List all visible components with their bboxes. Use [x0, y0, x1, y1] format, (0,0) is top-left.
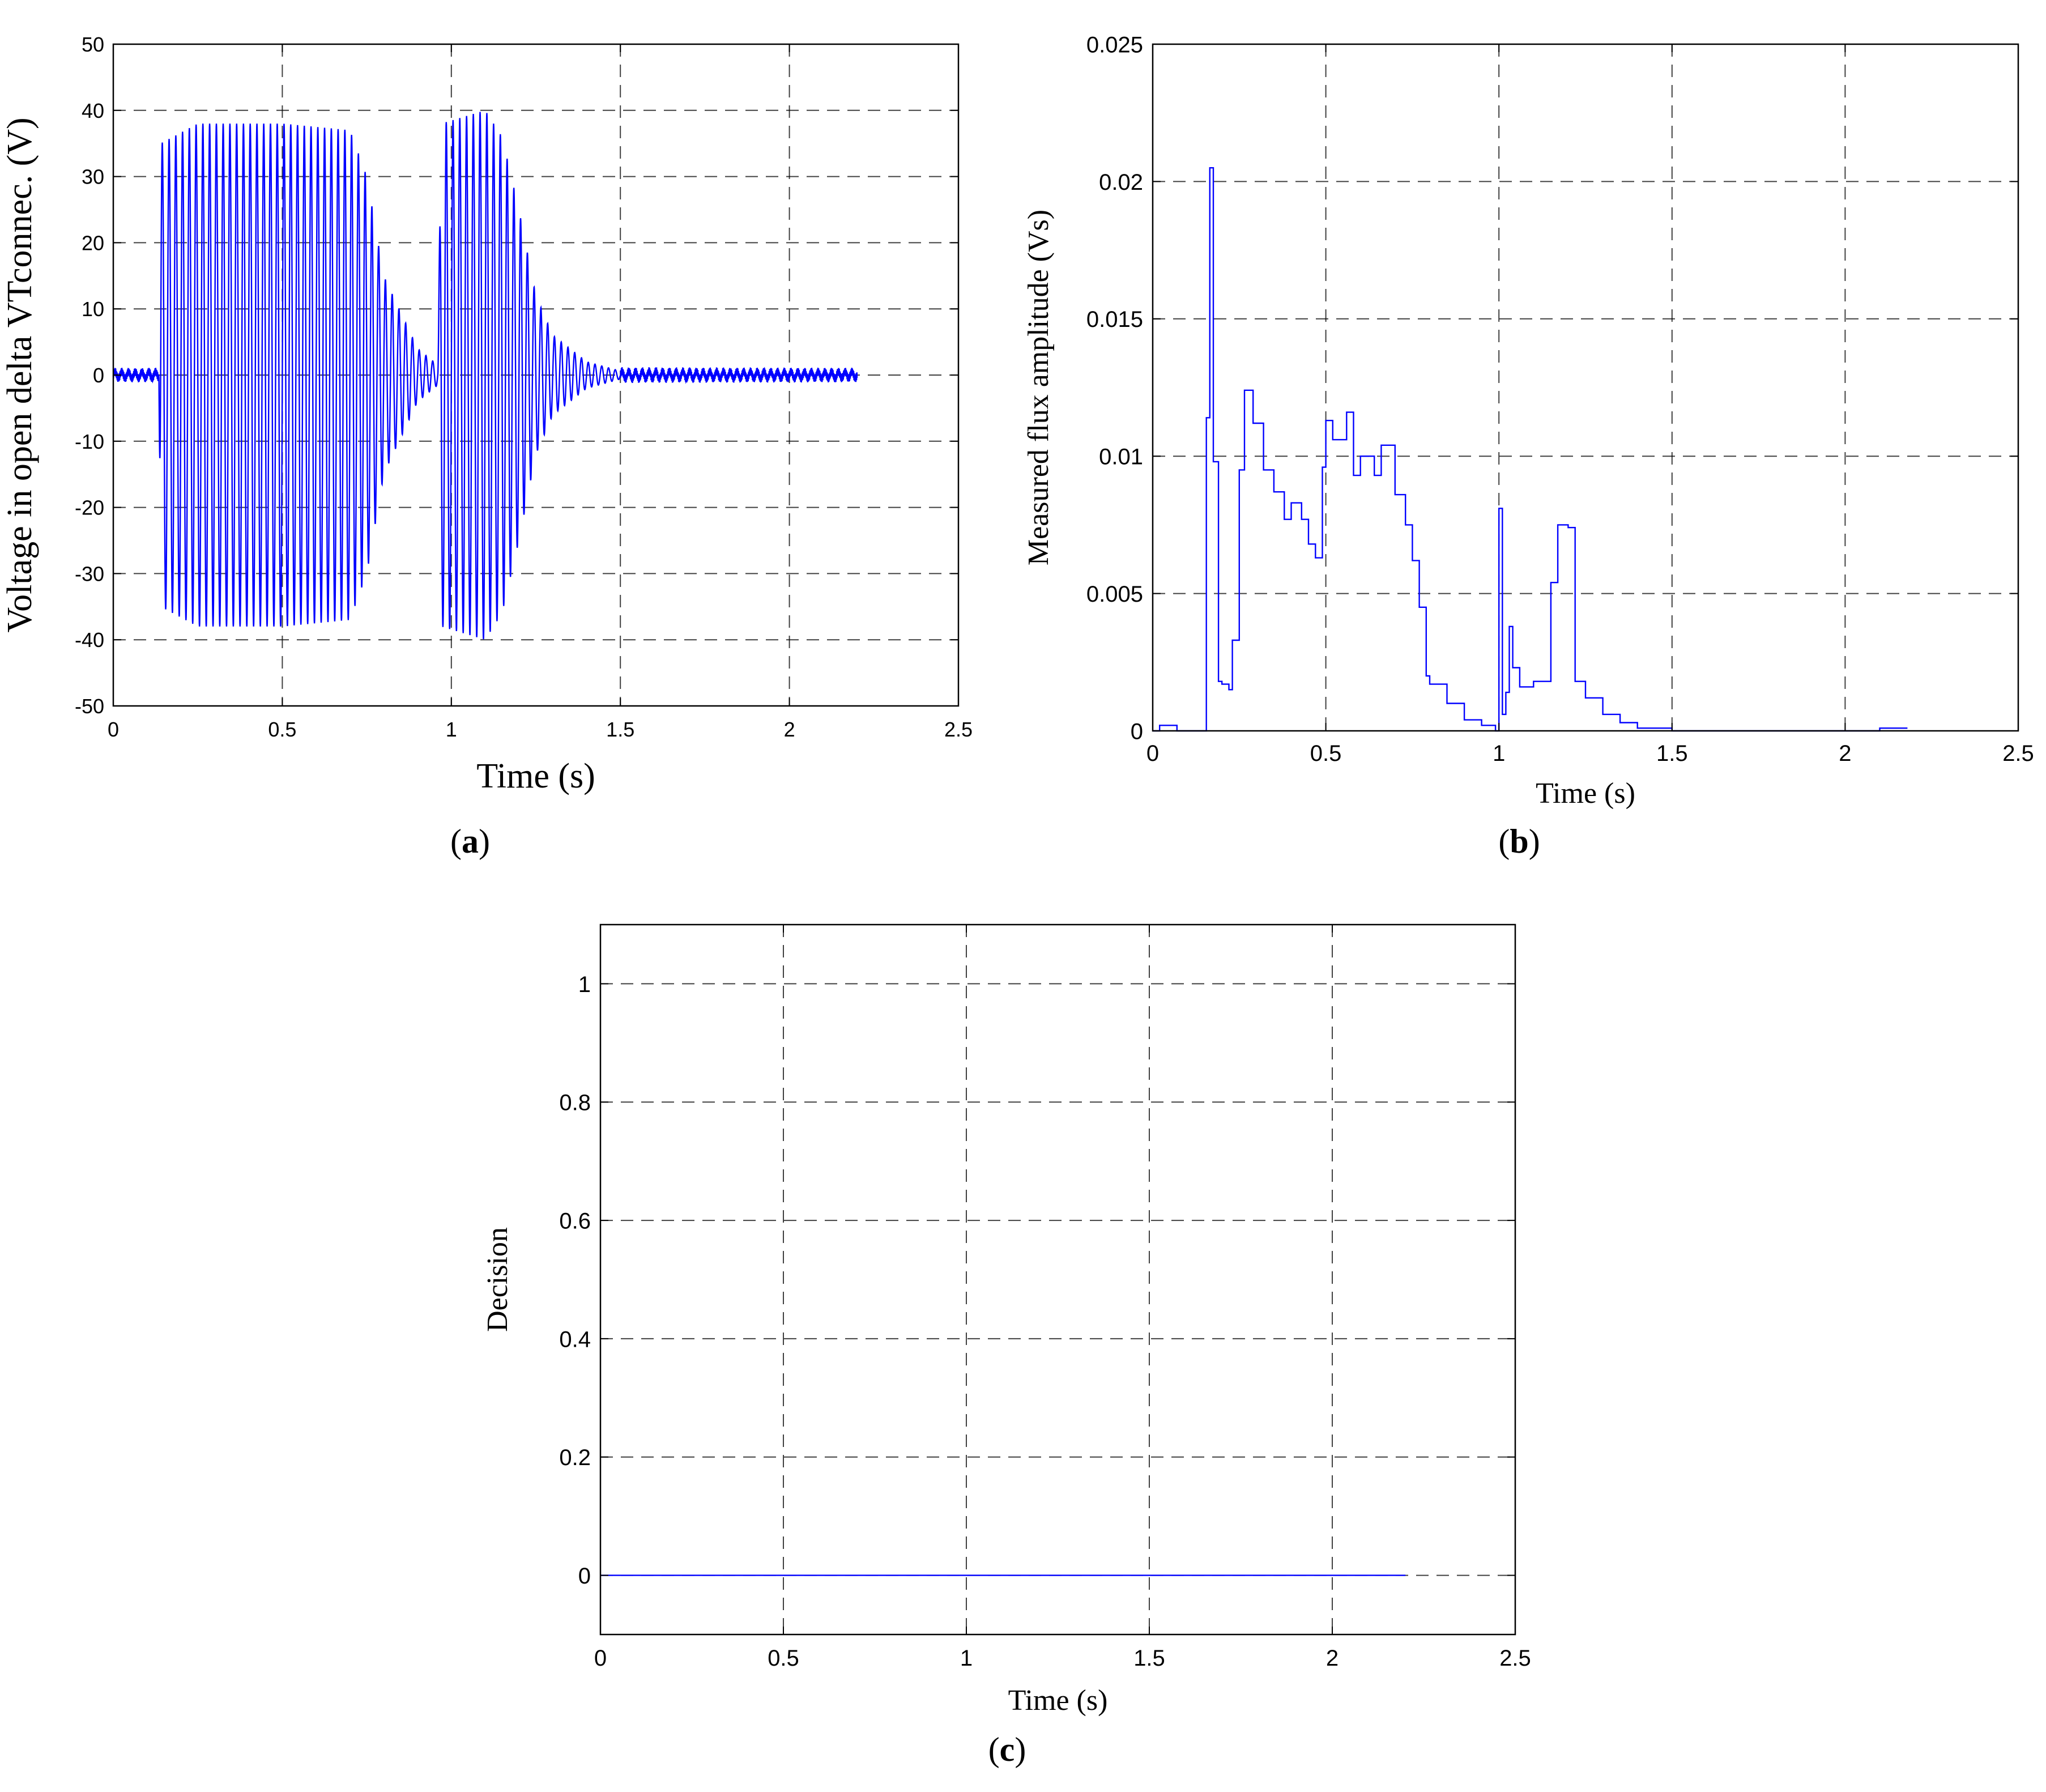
y-tick-label: 0.025	[1086, 32, 1143, 57]
x-tick-label: 1	[960, 1646, 973, 1671]
y-tick-label: 0.2	[559, 1445, 591, 1470]
plot-area	[1153, 44, 2018, 731]
x-tick-label: 1.5	[1133, 1646, 1165, 1671]
x-tick-label: 0	[1146, 741, 1159, 766]
y-tick-label: 0	[1131, 719, 1143, 744]
y-axis-label: Measured flux amplitude (Vs)	[1022, 210, 1055, 565]
y-tick-label: 1	[578, 972, 591, 997]
x-tick-label: 2.5	[944, 718, 973, 741]
y-tick-label: -10	[75, 430, 104, 453]
x-tick-label: 0.5	[1310, 741, 1342, 766]
y-tick-label: 0.4	[559, 1327, 591, 1352]
y-tick-label: 0.8	[559, 1091, 591, 1116]
y-tick-label: 20	[82, 231, 104, 254]
y-tick-label: -50	[75, 695, 104, 718]
x-tick-label: 1	[446, 718, 457, 741]
caption-c-letter: c	[1000, 1731, 1015, 1768]
y-tick-label: 0.005	[1086, 582, 1143, 607]
x-tick-label: 0.5	[768, 1646, 799, 1671]
y-tick-label: 50	[82, 33, 104, 56]
y-tick-label: 10	[82, 297, 104, 321]
x-tick-label: 2	[1839, 741, 1851, 766]
x-axis-label: Time (s)	[1008, 1684, 1108, 1717]
y-tick-label: -20	[75, 496, 104, 520]
y-tick-label: 0	[578, 1564, 591, 1589]
series-line	[112, 112, 858, 640]
chart-a: 0 0.5 1 1.5 2 2.5 -50 -40 -30 -20 -10 0 10 20 30 40 50 Ti…	[1, 33, 973, 795]
x-axis-label: Time (s)	[1536, 777, 1635, 810]
x-tick-label: 1.5	[606, 718, 634, 741]
x-tick-label: 0	[108, 718, 119, 741]
chart-b: 0 0.5 1 1.5 2 2.5 0 0.005 0.01 0.015 0.02 0.025 Time…	[1022, 32, 2034, 810]
x-tick-label: 1.5	[1656, 741, 1688, 766]
caption-a: (a)	[450, 823, 490, 860]
caption-b: (b)	[1498, 823, 1540, 860]
caption-b-letter: b	[1510, 823, 1528, 860]
axes-box	[599, 923, 1516, 1636]
x-tick-label: 0	[594, 1646, 607, 1671]
x-tick-label: 1	[1493, 741, 1505, 766]
y-tick-label: 0.6	[559, 1208, 591, 1233]
y-tick-label: 30	[82, 165, 104, 189]
x-tick-label: 0.5	[268, 718, 296, 741]
axes-box	[1152, 43, 2019, 732]
y-tick-label: -40	[75, 628, 104, 652]
series-line	[1153, 167, 1908, 732]
y-tick-label: 40	[82, 99, 104, 122]
caption-c: (c)	[988, 1731, 1026, 1768]
x-axis-label: Time (s)	[476, 757, 595, 795]
y-axis-label: Decision	[481, 1227, 514, 1332]
y-tick-label: 0.02	[1099, 170, 1143, 195]
y-tick-label: 0.01	[1099, 445, 1143, 470]
x-tick-label: 2.5	[2002, 741, 2034, 766]
plot-area	[600, 925, 1515, 1634]
y-tick-label: 0	[93, 364, 104, 387]
y-axis-label: Voltage in open delta VTconnec. (V)	[1, 117, 39, 632]
chart-c: 0 0.5 1 1.5 2 2.5 0 0.2 0.4 0.6 0.8 1 Time (s) Decisi…	[481, 923, 1531, 1717]
caption-a-letter: a	[462, 823, 479, 860]
y-tick-label: -30	[75, 562, 104, 585]
x-tick-label: 2.5	[1499, 1646, 1531, 1671]
y-tick-label: 0.015	[1086, 307, 1143, 332]
x-tick-label: 2	[1326, 1646, 1339, 1671]
x-tick-label: 2	[784, 718, 795, 741]
